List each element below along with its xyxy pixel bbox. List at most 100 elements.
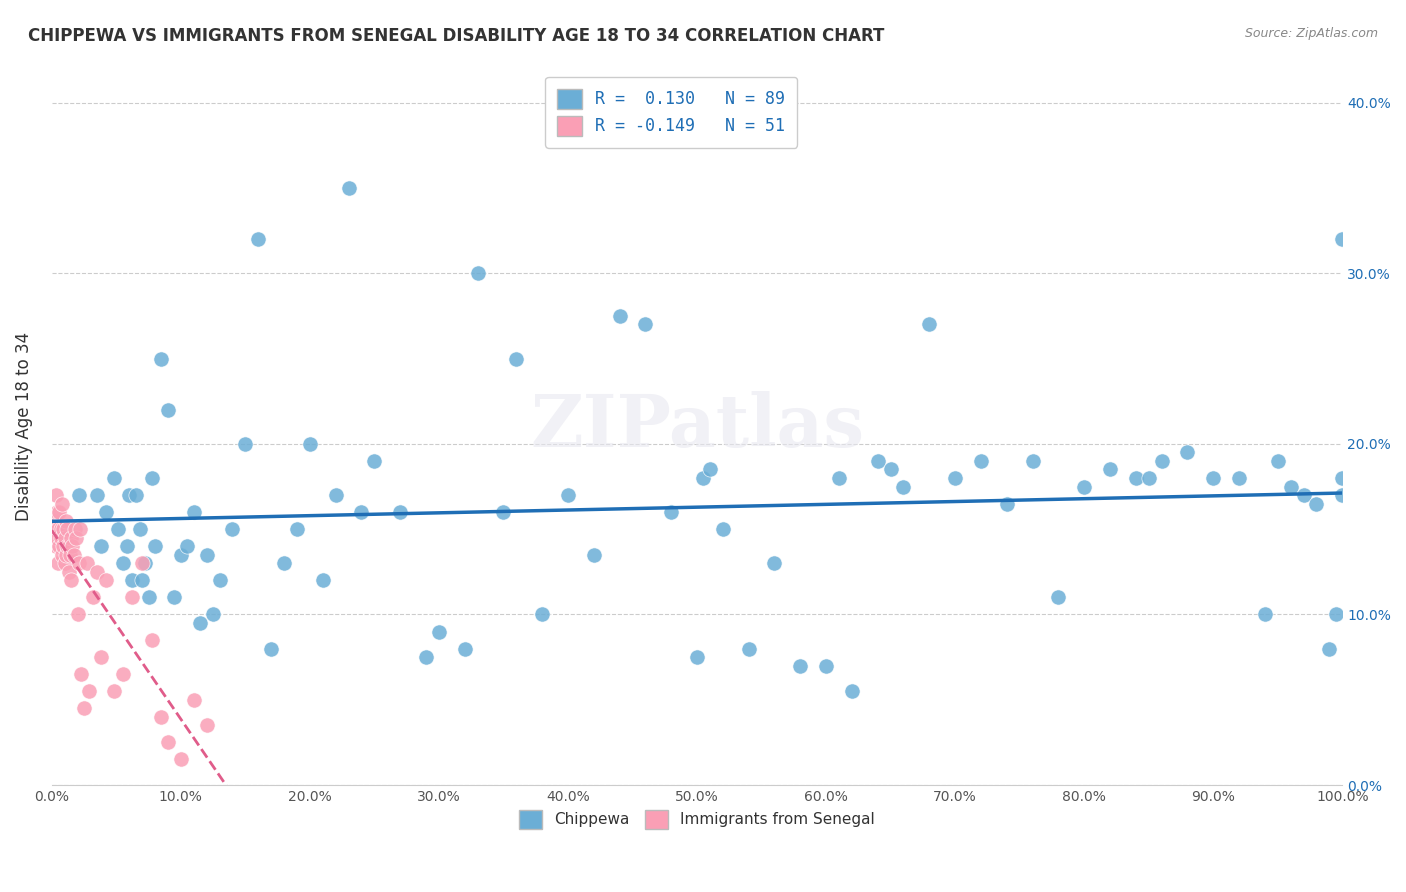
Point	[77, 684, 100, 698]
Point	[492, 505, 515, 519]
Point	[143, 539, 166, 553]
Point	[107, 522, 129, 536]
Point	[111, 667, 134, 681]
Point	[183, 693, 205, 707]
Point	[156, 735, 179, 749]
Point	[454, 641, 477, 656]
Point	[1021, 454, 1043, 468]
Point	[150, 710, 173, 724]
Point	[56, 539, 79, 553]
Point	[163, 591, 186, 605]
Point	[467, 266, 489, 280]
Point	[55, 548, 77, 562]
Point	[1125, 471, 1147, 485]
Point	[737, 641, 759, 656]
Point	[121, 591, 143, 605]
Point	[111, 556, 134, 570]
Point	[90, 650, 112, 665]
Point	[103, 471, 125, 485]
Point	[879, 462, 901, 476]
Point	[59, 548, 82, 562]
Point	[73, 701, 96, 715]
Point	[58, 539, 80, 553]
Point	[1047, 591, 1070, 605]
Point	[1331, 471, 1354, 485]
Point	[188, 615, 211, 630]
Point	[634, 318, 657, 332]
Point	[1317, 641, 1340, 656]
Point	[233, 437, 256, 451]
Point	[389, 505, 412, 519]
Point	[131, 574, 153, 588]
Point	[45, 531, 67, 545]
Point	[46, 522, 69, 536]
Point	[312, 574, 335, 588]
Point	[128, 522, 150, 536]
Point	[557, 488, 579, 502]
Point	[609, 309, 631, 323]
Point	[94, 505, 117, 519]
Point	[763, 556, 786, 570]
Point	[531, 607, 554, 622]
Point	[686, 650, 709, 665]
Point	[141, 471, 163, 485]
Point	[208, 574, 231, 588]
Point	[49, 522, 72, 536]
Point	[53, 531, 76, 545]
Point	[156, 402, 179, 417]
Point	[63, 522, 86, 536]
Point	[60, 574, 83, 588]
Point	[176, 539, 198, 553]
Point	[170, 548, 193, 562]
Point	[415, 650, 437, 665]
Point	[131, 556, 153, 570]
Point	[51, 497, 73, 511]
Point	[1331, 232, 1354, 246]
Point	[1331, 488, 1354, 502]
Point	[995, 497, 1018, 511]
Point	[325, 488, 347, 502]
Point	[247, 232, 270, 246]
Point	[82, 591, 104, 605]
Point	[150, 351, 173, 366]
Point	[76, 556, 98, 570]
Point	[52, 522, 75, 536]
Point	[124, 488, 146, 502]
Point	[134, 556, 156, 570]
Text: CHIPPEWA VS IMMIGRANTS FROM SENEGAL DISABILITY AGE 18 TO 34 CORRELATION CHART: CHIPPEWA VS IMMIGRANTS FROM SENEGAL DISA…	[28, 27, 884, 45]
Legend: Chippewa, Immigrants from Senegal: Chippewa, Immigrants from Senegal	[513, 804, 882, 835]
Point	[60, 531, 83, 545]
Point	[141, 633, 163, 648]
Point	[48, 539, 70, 553]
Point	[60, 539, 83, 553]
Point	[58, 565, 80, 579]
Point	[44, 514, 66, 528]
Point	[893, 479, 915, 493]
Point	[505, 351, 527, 366]
Point	[659, 505, 682, 519]
Point	[582, 548, 605, 562]
Point	[970, 454, 993, 468]
Point	[298, 437, 321, 451]
Point	[337, 181, 360, 195]
Point	[51, 548, 73, 562]
Point	[195, 548, 218, 562]
Point	[1150, 454, 1173, 468]
Point	[1177, 445, 1199, 459]
Point	[48, 505, 70, 519]
Point	[692, 471, 714, 485]
Point	[1305, 497, 1327, 511]
Point	[118, 488, 141, 502]
Point	[285, 522, 308, 536]
Point	[1073, 479, 1095, 493]
Point	[195, 718, 218, 732]
Point	[260, 641, 283, 656]
Point	[49, 531, 72, 545]
Point	[170, 752, 193, 766]
Point	[183, 505, 205, 519]
Y-axis label: Disability Age 18 to 34: Disability Age 18 to 34	[15, 332, 32, 521]
Point	[67, 488, 90, 502]
Text: Source: ZipAtlas.com: Source: ZipAtlas.com	[1244, 27, 1378, 40]
Point	[789, 658, 811, 673]
Point	[115, 539, 138, 553]
